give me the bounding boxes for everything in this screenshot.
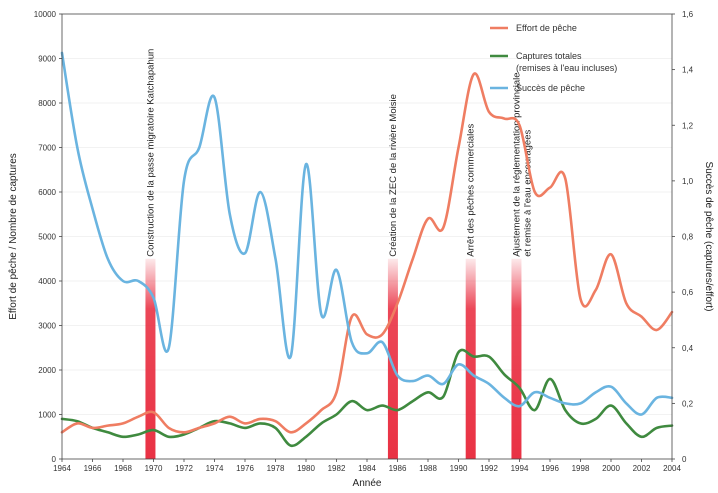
series-lines [60, 51, 674, 448]
event-label: Création de la ZEC de la rivière Moisie [388, 94, 399, 257]
x-tick-label: 1982 [328, 464, 346, 473]
y-left-tick-label: 4000 [38, 277, 56, 286]
event-label-line2: et remise à l'eau encouragées [522, 130, 533, 257]
x-tick-label: 1988 [419, 464, 437, 473]
legend: Effort de pêche Captures totales (remises … [490, 23, 617, 93]
x-tick-label: 1964 [53, 464, 71, 473]
y-right-tick-label: 0,8 [682, 233, 694, 242]
x-tick-label: 1986 [389, 464, 407, 473]
x-tick-label: 2004 [663, 464, 681, 473]
y-axis-left-title: Effort de pêche / Nombre de captures [8, 153, 19, 320]
y-left-tick-label: 0 [52, 455, 57, 464]
y-right-tick-label: 0,4 [682, 344, 694, 353]
y-right-tick-label: 1,0 [682, 177, 694, 186]
y-left-tick-label: 3000 [38, 322, 56, 331]
x-tick-label: 1994 [511, 464, 529, 473]
x-tick-label: 1970 [145, 464, 163, 473]
grid [62, 58, 672, 415]
y-right-tick-label: 1,4 [682, 66, 694, 75]
x-tick-label: 1984 [358, 464, 376, 473]
event-label: Construction de la passe migratoire Katc… [145, 49, 156, 257]
x-tick-label: 1992 [480, 464, 498, 473]
legend-entry: Effort de pêche [516, 23, 577, 33]
event-markers: Construction de la passe migratoire Katc… [145, 49, 533, 459]
event-bar [511, 258, 522, 459]
x-axis-title: Année [353, 478, 382, 489]
y-left-tick-label: 1000 [38, 411, 56, 420]
event-label: Ajustement de la réglementation provinci… [511, 72, 522, 256]
legend-entry: Succès de pêche [516, 83, 585, 93]
event-bar [465, 258, 476, 459]
series-line-0 [60, 72, 674, 434]
y-right-tick-label: 1,6 [682, 10, 694, 19]
event-bar [145, 258, 156, 459]
y-axis-right-title: Succès de pêche (captures/effort) [703, 162, 714, 312]
x-tick-label: 1976 [236, 464, 254, 473]
axes: 0 1000 2000 3000 4000 5000 6000 7000 8000 9000 100… [34, 10, 694, 473]
x-tick-label: 1980 [297, 464, 315, 473]
y-left-tick-label: 7000 [38, 144, 56, 153]
y-right-tick-label: 1,2 [682, 121, 694, 130]
y-left-tick-label: 6000 [38, 188, 56, 197]
x-tick-label: 1978 [267, 464, 285, 473]
x-tick-label: 1998 [572, 464, 590, 473]
series-line-1 [60, 348, 674, 448]
y-right-tick-label: 0,2 [682, 399, 694, 408]
y-left-tick-label: 5000 [38, 233, 56, 242]
y-right-tick-label: 0 [682, 455, 687, 464]
x-tick-label: 1968 [114, 464, 132, 473]
x-tick-label: 2000 [602, 464, 620, 473]
x-tick-label: 1974 [206, 464, 224, 473]
y-left-tick-label: 9000 [38, 55, 56, 64]
x-tick-label: 1996 [541, 464, 559, 473]
x-tick-label: 2002 [633, 464, 651, 473]
y-right-tick-label: 0,6 [682, 288, 694, 297]
y-left-tick-label: 8000 [38, 99, 56, 108]
y-left-tick-label: 2000 [38, 366, 56, 375]
x-tick-label: 1990 [450, 464, 468, 473]
event-bar [387, 258, 398, 459]
x-tick-label: 1966 [84, 464, 102, 473]
x-tick-label: 1972 [175, 464, 193, 473]
y-left-tick-label: 10000 [34, 10, 57, 19]
legend-entry: Captures totales [516, 51, 582, 61]
series-line-2 [60, 51, 674, 416]
legend-entry: (remises à l'eau incluses) [516, 63, 617, 73]
event-label: Arrêt des pêches commerciales [466, 123, 477, 256]
